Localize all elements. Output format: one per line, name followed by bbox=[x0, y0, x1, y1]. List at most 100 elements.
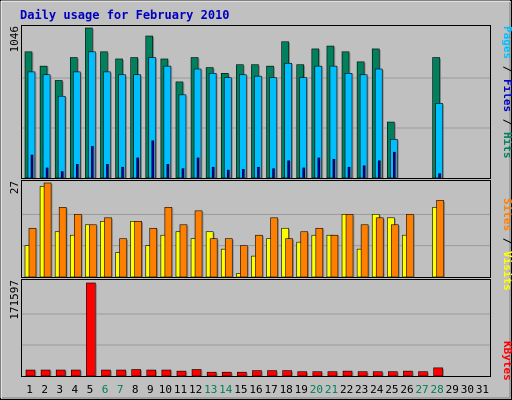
files-bar-day-19 bbox=[299, 77, 309, 179]
files-bar-day-10 bbox=[163, 65, 173, 179]
legend-hits: Hits bbox=[501, 132, 512, 159]
pages-bar-day-15 bbox=[242, 169, 246, 179]
pages-bar-day-8 bbox=[136, 157, 140, 179]
kbytes-bar-day-21 bbox=[327, 371, 339, 377]
pages-bar-day-6 bbox=[106, 164, 110, 179]
sites-bar-day-19 bbox=[300, 231, 310, 278]
files-bar-day-22 bbox=[344, 73, 354, 179]
kbytes-bar-day-20 bbox=[312, 371, 324, 377]
legend-files: Files bbox=[501, 79, 512, 112]
x-tick-day-30: 30 bbox=[461, 383, 474, 396]
kbytes-bar-day-7 bbox=[116, 369, 127, 377]
x-tick-day-29: 29 bbox=[446, 383, 459, 396]
files-bar-day-3 bbox=[57, 95, 67, 179]
pages-bar-day-2 bbox=[45, 167, 50, 179]
sites-bar-day-24 bbox=[375, 217, 385, 278]
visits-panel-ymax-label: 27 bbox=[8, 181, 21, 194]
panel-kbytes-frame bbox=[21, 279, 491, 377]
x-tick-day-17: 17 bbox=[264, 383, 277, 396]
x-tick-day-14: 14 bbox=[219, 383, 233, 396]
pages-bar-day-7 bbox=[121, 166, 125, 179]
sites-bar-day-22 bbox=[345, 214, 355, 278]
x-tick-day-31: 31 bbox=[476, 383, 489, 396]
kbytes-bar-day-22 bbox=[342, 370, 354, 377]
kbytes-bar-day-3 bbox=[55, 369, 67, 377]
hits-panel-ymax-label: 1046 bbox=[8, 26, 21, 53]
legend-pages: Pages bbox=[501, 26, 512, 59]
sites-bar-day-16 bbox=[255, 234, 264, 278]
files-bar-day-2 bbox=[42, 74, 52, 179]
sites-bar-day-3 bbox=[58, 207, 68, 278]
x-tick-day-28: 28 bbox=[431, 383, 444, 396]
sites-bar-day-26 bbox=[406, 214, 415, 278]
sites-bar-day-15 bbox=[240, 245, 249, 278]
x-tick-day-1: 1 bbox=[26, 383, 33, 396]
legend-visits: Visits bbox=[501, 251, 512, 291]
sites-bar-day-18 bbox=[285, 238, 294, 278]
sites-bar-day-1 bbox=[28, 227, 38, 278]
x-tick-day-7: 7 bbox=[117, 383, 124, 396]
files-bar-day-6 bbox=[103, 71, 112, 179]
sites-bar-day-8 bbox=[134, 220, 143, 278]
kbytes-bar-day-13 bbox=[206, 371, 218, 377]
kbytes-bar-day-17 bbox=[267, 370, 278, 377]
sites-bar-day-10 bbox=[164, 207, 174, 278]
kbytes-bar-day-12 bbox=[191, 369, 203, 377]
sites-bar-day-9 bbox=[149, 227, 159, 278]
pages-bar-day-17 bbox=[272, 168, 276, 179]
kbytes-bar-day-6 bbox=[101, 369, 112, 377]
sites-bar-day-17 bbox=[270, 217, 279, 278]
sites-bar-day-25 bbox=[391, 224, 400, 278]
sites-bar-day-5 bbox=[89, 224, 98, 278]
x-tick-day-3: 3 bbox=[56, 383, 63, 396]
pages-bar-day-3 bbox=[60, 171, 65, 179]
files-bar-day-16 bbox=[254, 75, 263, 179]
sites-bar-day-14 bbox=[224, 238, 234, 278]
legend-sep-3: / bbox=[501, 231, 512, 251]
kbytes-bar-day-25 bbox=[388, 371, 399, 377]
pages-bar-day-1 bbox=[30, 154, 35, 179]
sites-bar-day-11 bbox=[179, 224, 189, 278]
sites-bar-day-20 bbox=[315, 227, 325, 278]
kbytes-bar-day-8 bbox=[131, 369, 142, 377]
x-tick-day-6: 6 bbox=[102, 383, 109, 396]
x-tick-day-25: 25 bbox=[385, 383, 398, 396]
bars-layer bbox=[22, 27, 490, 377]
files-bar-day-11 bbox=[178, 94, 188, 179]
pages-bar-day-21 bbox=[332, 159, 337, 179]
kbytes-bar-day-1 bbox=[25, 369, 37, 377]
sites-bar-day-2 bbox=[43, 182, 53, 278]
legend-kbytes: KBytes bbox=[501, 341, 512, 381]
legend-sites: Sites bbox=[501, 198, 512, 231]
pages-bar-day-11 bbox=[181, 168, 186, 179]
x-tick-labels: 1 2 3 4 5 6 7 8 9 10 11 12 13 14 15 16 17 18 19 20 21 22 23 24 2… bbox=[26, 383, 489, 396]
x-tick-day-5: 5 bbox=[87, 383, 94, 396]
files-bar-day-23 bbox=[359, 74, 369, 179]
x-tick-day-12: 12 bbox=[189, 383, 202, 396]
kbytes-bar-day-9 bbox=[146, 369, 158, 377]
x-tick-day-20: 20 bbox=[310, 383, 323, 396]
kbytes-bar-day-14 bbox=[221, 371, 233, 377]
sites-bar-day-12 bbox=[194, 210, 204, 278]
x-tick-day-27: 27 bbox=[415, 383, 428, 396]
sites-bar-day-23 bbox=[360, 224, 370, 278]
kbytes-bar-day-15 bbox=[237, 371, 248, 377]
kbytes-bar-day-19 bbox=[297, 371, 309, 377]
x-tick-day-9: 9 bbox=[147, 383, 154, 396]
x-tick-day-23: 23 bbox=[355, 383, 368, 396]
x-tick-day-19: 19 bbox=[295, 383, 308, 396]
sites-bar-day-6 bbox=[104, 217, 113, 278]
files-bar-day-17 bbox=[269, 77, 278, 179]
sites-bar-day-21 bbox=[330, 234, 340, 278]
legend-visits-sites: Sites / Visits bbox=[501, 198, 512, 291]
x-tick-day-13: 13 bbox=[204, 383, 217, 396]
pages-bar-day-9 bbox=[151, 140, 156, 179]
x-tick-day-18: 18 bbox=[280, 383, 293, 396]
kbytes-bar-day-10 bbox=[161, 369, 173, 377]
x-tick-day-15: 15 bbox=[234, 383, 247, 396]
x-tick-day-26: 26 bbox=[400, 383, 413, 396]
pages-bar-day-18 bbox=[287, 160, 291, 179]
legend-sep-2: / bbox=[501, 112, 512, 132]
